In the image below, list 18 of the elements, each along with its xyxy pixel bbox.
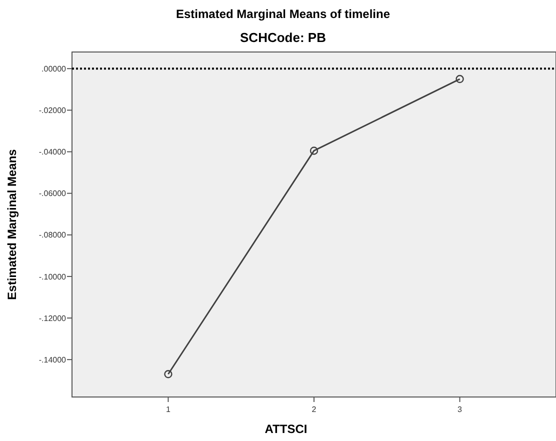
y-tick-label: .00000 [42, 64, 67, 74]
chart-title: Estimated Marginal Means of timeline [176, 7, 390, 21]
x-tick-label: 2 [312, 405, 317, 414]
point [456, 74, 464, 84]
x-tick-label: 3 [458, 405, 463, 414]
x-tick-label: 1 [166, 405, 171, 414]
point [310, 146, 318, 155]
y-tick-label: -.14000 [38, 355, 67, 364]
chart-subtitle: SCHCode: PB [240, 30, 326, 45]
y-tick-label: -.06000 [38, 189, 67, 198]
y-axis-title: Estimated Marginal Means [5, 148, 19, 300]
point [164, 370, 172, 378]
x-axis-title: ATTSCI [264, 422, 308, 436]
y-tick-label: -.04000 [38, 148, 67, 157]
y-tick-label: -.02000 [38, 106, 67, 115]
y-tick-label: -.10000 [38, 272, 67, 282]
y-tick-label: -.08000 [38, 230, 67, 240]
y-tick-label: -.12000 [38, 314, 67, 323]
